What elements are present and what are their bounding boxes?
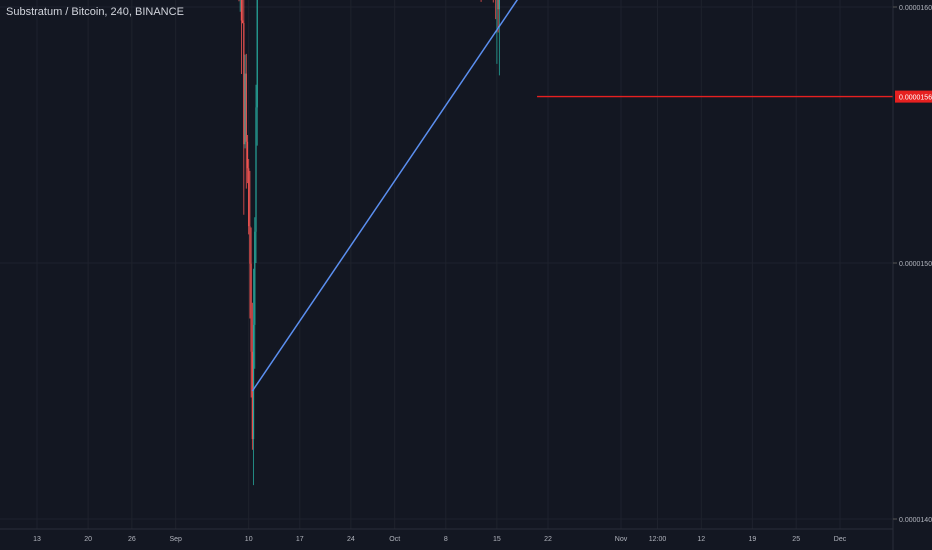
candle-body	[244, 73, 246, 145]
candlestick-series	[238, 0, 500, 486]
time-tick-label: 25	[792, 536, 800, 543]
time-tick-label: 12	[697, 536, 705, 543]
time-tick-label: 19	[749, 536, 757, 543]
level-red-badge	[895, 90, 932, 103]
candle-body	[242, 20, 244, 23]
time-tick-label: 26	[128, 536, 136, 543]
candle-body	[245, 73, 247, 142]
level-red-badge-label: 0.00001565	[899, 95, 932, 102]
candle-body	[254, 231, 256, 325]
horizontal-levels	[537, 95, 893, 98]
candle-body	[249, 226, 251, 264]
candle-body	[256, 0, 258, 108]
time-tick-label: Sep	[169, 536, 182, 543]
time-tick-label: 24	[347, 536, 355, 543]
candle-body	[251, 351, 253, 440]
candle-body	[243, 22, 245, 145]
time-tick-label: 8	[444, 536, 448, 543]
candle-body	[252, 324, 255, 440]
trendline[interactable]	[251, 0, 876, 392]
time-tick-label: 22	[544, 536, 552, 543]
candle-body	[497, 0, 499, 10]
candle-body	[255, 107, 257, 232]
candle-body	[498, 0, 500, 10]
time-tick-label: Oct	[389, 536, 400, 543]
time-tick-label: 10	[245, 536, 253, 543]
time-tick-label: 17	[296, 536, 304, 543]
time-tick-label: Nov	[615, 536, 628, 543]
chart-title: Substratum / Bitcoin, 240, BINANCE	[6, 6, 184, 18]
candle-body	[240, 0, 242, 21]
candle-body	[250, 263, 252, 352]
candle-body	[248, 168, 250, 227]
time-axis[interactable]: 13 20 26 Sep 10 17 24 Oct 8 15 22 Nov 12:00 12 19 25 Dec	[0, 528, 893, 543]
time-tick-label: 12:00	[649, 536, 667, 543]
time-tick-label: Dec	[834, 536, 847, 543]
time-tick-label: 15	[493, 536, 501, 543]
grid-lines	[0, 0, 893, 529]
time-tick-label: 20	[84, 536, 92, 543]
time-tick-label: 13	[33, 536, 41, 543]
candle-body	[246, 141, 249, 169]
price-axis[interactable]: 0.000034000.000033000.000032000.00003100…	[892, 0, 932, 550]
